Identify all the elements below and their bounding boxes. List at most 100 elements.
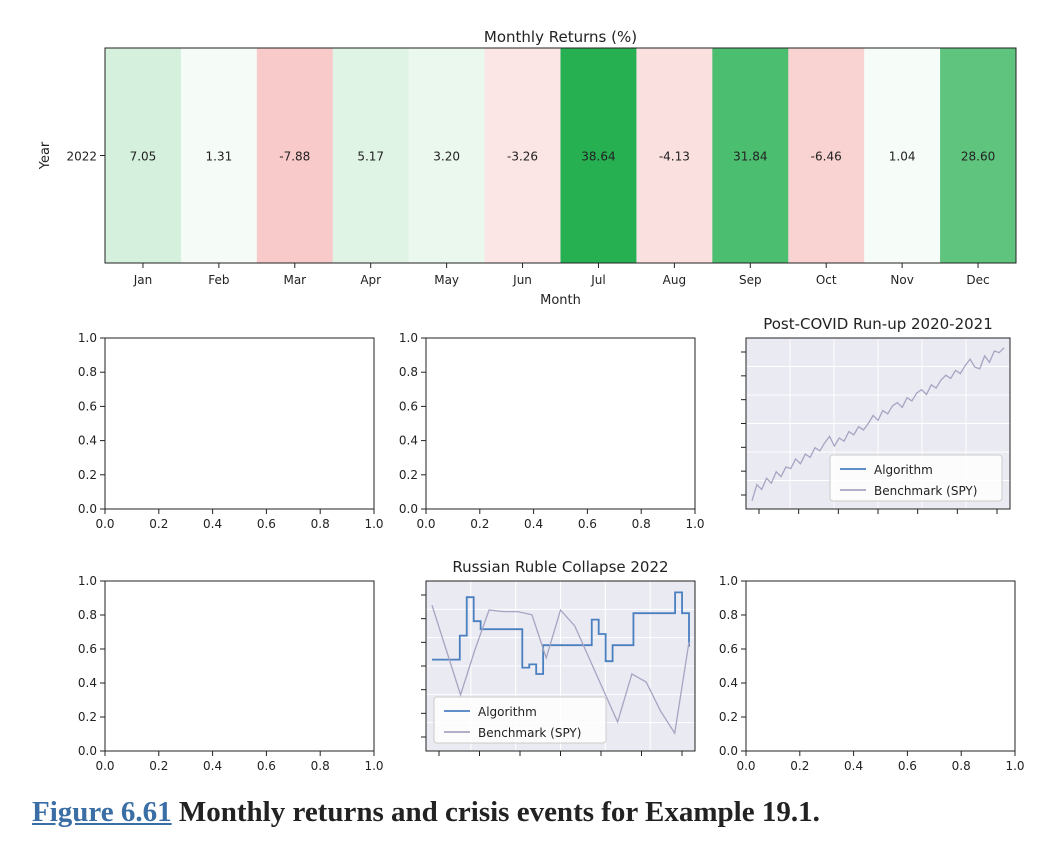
- legend: Algorithm Benchmark (SPY): [829, 454, 1003, 502]
- x-tick-label: 0.2: [149, 517, 168, 531]
- caption-text: Monthly returns and crisis events for Ex…: [178, 796, 820, 828]
- heatmap-cell-sep: [712, 48, 789, 263]
- x-tick-label: 0.6: [257, 759, 276, 773]
- heatmap-cell-label: 38.64: [581, 150, 615, 164]
- empty-subplot-4: 0.0 0.2 0.4 0.6 0.8 1.0 0.0 0.2 0.4 0.6 0.8 1.0: [78, 574, 384, 773]
- x-tick-label: 1.0: [364, 517, 383, 531]
- heatmap-cell-aug: [636, 48, 713, 263]
- y-tick-label: 0.0: [78, 502, 97, 516]
- legend-box: [433, 696, 607, 744]
- y-tick-label: 0.4: [78, 676, 97, 690]
- y-tick-label: 0.8: [719, 608, 738, 622]
- x-tick-label: 0.8: [952, 759, 971, 773]
- heatmap-cell-may: [408, 48, 486, 263]
- x-tick-label: 0.0: [95, 517, 114, 531]
- heatmap-cell-label: 7.05: [130, 150, 157, 164]
- y-tick-label: 1.0: [78, 574, 97, 588]
- x-tick-label: 0.4: [203, 517, 222, 531]
- x-tick-label: 1.0: [685, 517, 704, 531]
- y-tick-label: 1.0: [78, 331, 97, 345]
- legend: Algorithm Benchmark (SPY): [433, 696, 607, 744]
- heatmap-cell-label: 5.17: [357, 150, 384, 164]
- y-tick-label: 0.2: [78, 468, 97, 482]
- x-tick-label: 0.6: [257, 517, 276, 531]
- x-tick-label: Jan: [133, 273, 153, 287]
- heatmap-cell-label: 28.60: [961, 150, 995, 164]
- y-tick-label: 0.8: [78, 608, 97, 622]
- axes-frame: [745, 580, 1016, 752]
- x-tick-label: 0.2: [149, 759, 168, 773]
- legend-label: Algorithm: [478, 705, 537, 719]
- x-tick-label: 0.6: [578, 517, 597, 531]
- x-tick-label: 0.0: [416, 517, 435, 531]
- heatmap-cell-label: 3.20: [433, 150, 460, 164]
- y-tick-label: 0.6: [78, 642, 97, 656]
- chart-title: Monthly Returns (%): [484, 28, 637, 46]
- y-tick-label: 0.2: [78, 710, 97, 724]
- heatmap-cell-label: 1.31: [206, 150, 233, 164]
- x-tick-label: Jul: [590, 273, 605, 287]
- y-tick-label: 0.6: [399, 399, 418, 413]
- figure-caption: Figure 6.61 Monthly returns and crisis e…: [32, 796, 820, 829]
- y-tick-label: 0.4: [78, 434, 97, 448]
- heatmap-cell-jan: [105, 48, 182, 263]
- empty-subplot-2: 0.0 0.2 0.4 0.6 0.8 1.0 0.0 0.2 0.4 0.6 0.8 1.0: [399, 331, 705, 531]
- x-tick-label: Aug: [663, 273, 686, 287]
- x-tick-label: Dec: [966, 273, 989, 287]
- legend-label: Algorithm: [874, 463, 933, 477]
- x-tick-label: 0.4: [524, 517, 543, 531]
- axes-frame: [104, 580, 375, 752]
- heatmap-cell-label: -6.46: [811, 150, 842, 164]
- x-tick-label: 0.2: [470, 517, 489, 531]
- chart-title: Post-COVID Run-up 2020-2021: [763, 315, 993, 333]
- x-tick-label: Jun: [512, 273, 532, 287]
- axes-frame: [425, 337, 696, 510]
- x-tick-label: Nov: [890, 273, 913, 287]
- x-tick-label: 0.0: [95, 759, 114, 773]
- y-tick-label: 1.0: [719, 574, 738, 588]
- series-line-benchmark-spy-: [751, 347, 1005, 501]
- figure-link[interactable]: Figure 6.61: [32, 796, 172, 828]
- x-tick-label: 0.8: [311, 759, 330, 773]
- figure-canvas: 7.05 Jan 1.31 Feb -7.88 Mar 5.17 Apr 3.20 May -3.2…: [38, 28, 1025, 773]
- heatmap-cell-label: -7.88: [279, 150, 310, 164]
- heatmap-cell-mar: [256, 48, 334, 263]
- x-tick-label: 0.4: [203, 759, 222, 773]
- y-tick-label: 0.0: [78, 744, 97, 758]
- heatmap-cell-label: 31.84: [733, 150, 767, 164]
- heatmap-cell-apr: [332, 48, 410, 263]
- empty-subplot-1: 0.0 0.2 0.4 0.6 0.8 1.0 0.0 0.2 0.4 0.6 0.8 1.0: [78, 331, 384, 531]
- chart-title: Russian Ruble Collapse 2022: [452, 558, 668, 576]
- empty-subplot-6: 0.0 0.2 0.4 0.6 0.8 1.0 0.0 0.2 0.4 0.6 0.8 1.0: [719, 574, 1025, 773]
- x-tick-label: Apr: [360, 273, 381, 287]
- x-tick-label: 0.2: [790, 759, 809, 773]
- y-tick-label: 0.8: [78, 365, 97, 379]
- y-tick-label: 2022: [66, 150, 97, 164]
- heatmap-cell-nov: [864, 48, 941, 263]
- x-tick-label: 0.4: [844, 759, 863, 773]
- y-tick-label: 1.0: [399, 331, 418, 345]
- y-tick-label: 0.2: [719, 710, 738, 724]
- y-tick-label: 0.0: [399, 502, 418, 516]
- legend-label: Benchmark (SPY): [478, 726, 581, 740]
- covid-runup-subplot: Post-COVID Run-up 2020-2021 Algorithm Benc…: [741, 315, 1011, 514]
- heatmap-cell-feb: [180, 48, 258, 263]
- x-tick-label: 0.0: [736, 759, 755, 773]
- x-tick-label: 0.6: [898, 759, 917, 773]
- x-tick-label: Feb: [208, 273, 229, 287]
- x-tick-label: May: [434, 273, 459, 287]
- heatmap-cell-oct: [788, 48, 865, 263]
- y-axis-label: Year: [38, 141, 53, 170]
- y-tick-label: 0.6: [719, 642, 738, 656]
- x-tick-label: Oct: [816, 273, 837, 287]
- y-tick-label: 0.6: [78, 399, 97, 413]
- y-tick-label: 0.4: [399, 434, 418, 448]
- heatmap-cell-label: -3.26: [507, 150, 538, 164]
- ruble-collapse-subplot: Russian Ruble Collapse 2022 Algorithm Benc…: [421, 558, 696, 756]
- x-axis-label: Month: [540, 293, 581, 308]
- legend-box: [829, 454, 1003, 502]
- heatmap-cell-jul: [560, 48, 637, 263]
- x-tick-label: 1.0: [364, 759, 383, 773]
- y-tick-label: 0.0: [719, 744, 738, 758]
- heatmap-cell-label: -4.13: [659, 150, 690, 164]
